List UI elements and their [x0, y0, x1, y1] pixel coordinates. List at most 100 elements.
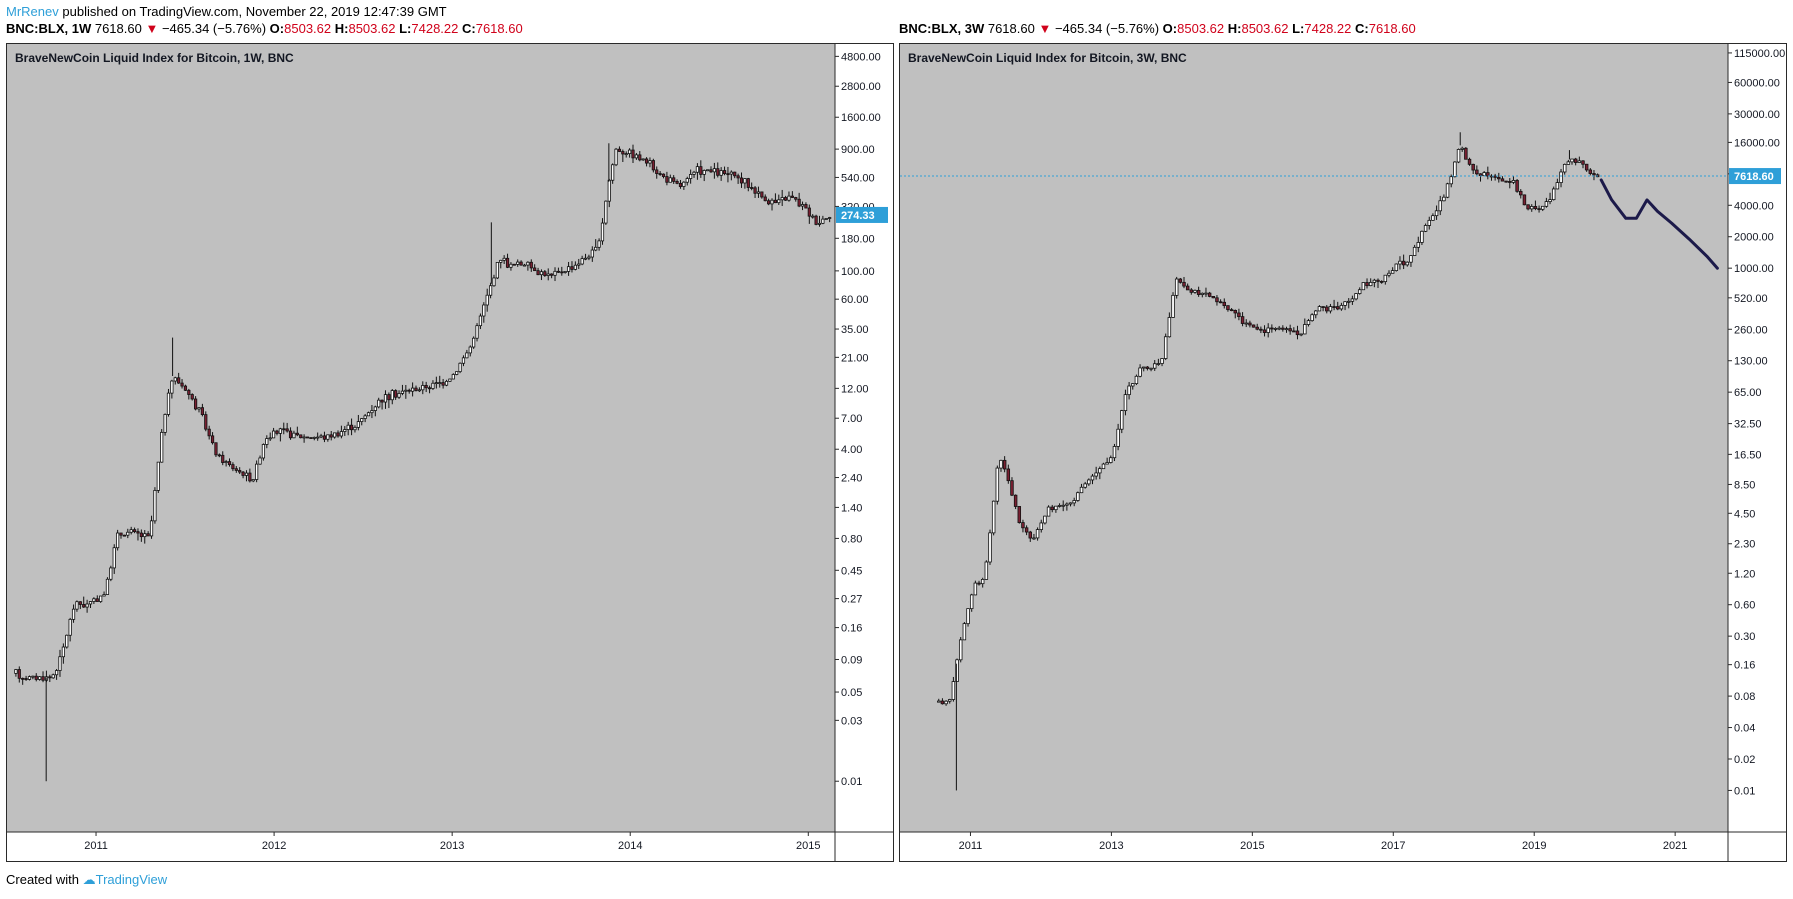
candle-down	[1295, 330, 1300, 336]
candle-down	[1288, 328, 1292, 332]
candle-up	[1350, 298, 1355, 302]
candle-down	[746, 178, 750, 188]
candle-down	[204, 414, 208, 430]
candle-up	[817, 222, 822, 225]
candle-up	[1116, 428, 1120, 447]
candle-down	[275, 430, 279, 434]
plot-area[interactable]	[900, 44, 1728, 832]
y-tick-label: 16.50	[1734, 449, 1762, 461]
low-value: 7428.22	[411, 21, 459, 36]
candle-down	[177, 377, 181, 384]
candle-up	[1200, 292, 1205, 295]
candle-up	[421, 385, 425, 391]
y-tick-label: 8.50	[1734, 479, 1755, 491]
candle-up	[488, 285, 493, 296]
candle-down	[1028, 531, 1032, 539]
candle-down	[1537, 208, 1541, 211]
candle-down	[227, 461, 232, 466]
candle-up	[743, 178, 747, 184]
candle-up	[1405, 261, 1410, 266]
candle-up	[485, 294, 489, 306]
candle-up	[444, 380, 449, 386]
candle-up	[1079, 486, 1084, 494]
y-tick-label: 2000.00	[1734, 232, 1774, 244]
candle-down	[543, 271, 547, 276]
candle-up	[648, 160, 652, 164]
candle-up	[1398, 260, 1402, 265]
candle-down	[760, 191, 764, 198]
chart-svg-weekly[interactable]: BraveNewCoin Liquid Index for Bitcoin, 1…	[7, 44, 893, 861]
candle-up	[339, 431, 344, 437]
candle-down	[1573, 158, 1578, 163]
chart-svg-3week[interactable]: BraveNewCoin Liquid Index for Bitcoin, 3…	[900, 44, 1786, 861]
candle-up	[116, 532, 120, 549]
candle-up	[1043, 515, 1047, 524]
author-link[interactable]: MrRenev	[6, 4, 59, 19]
candle-up	[1445, 183, 1450, 198]
candle-up	[438, 382, 442, 384]
candle-up	[302, 436, 306, 439]
candle-up	[1299, 333, 1303, 336]
candle-up	[434, 382, 438, 384]
candle-up	[1204, 292, 1208, 295]
candle-up	[455, 371, 459, 375]
candle-up	[346, 424, 350, 430]
last-value-label: 274.33	[841, 210, 875, 222]
candle-up	[492, 277, 496, 287]
candle-down	[139, 532, 143, 538]
candle-up	[1361, 282, 1366, 291]
candle-up	[400, 390, 405, 394]
y-tick-label: 16000.00	[1734, 137, 1780, 149]
candle-up	[244, 472, 249, 476]
y-tick-label: 1.40	[841, 502, 862, 514]
chart-panel-weekly[interactable]: BraveNewCoin Liquid Index for Bitcoin, 1…	[6, 43, 894, 862]
candle-up	[1548, 199, 1552, 202]
candles	[14, 143, 832, 782]
candle-up	[614, 148, 618, 166]
candle-up	[1076, 492, 1080, 501]
candle-up	[343, 429, 347, 432]
candle-up	[509, 263, 513, 268]
candle-down	[1592, 173, 1596, 176]
y-tick-label: 4000.00	[1734, 200, 1774, 212]
candle-up	[1068, 502, 1073, 505]
candle-up	[475, 325, 479, 339]
candle-up	[356, 421, 360, 428]
high-value: 8503.62	[348, 21, 396, 36]
projection-drawing[interactable]	[1599, 178, 1719, 270]
candle-down	[1259, 328, 1263, 331]
candle-down	[322, 435, 327, 440]
tradingview-link[interactable]: TradingView	[95, 872, 168, 887]
candle-up	[1562, 163, 1567, 173]
candle-down	[285, 428, 289, 432]
candle-up	[756, 191, 761, 194]
candle-up	[65, 634, 69, 648]
open-value: 8503.62	[1177, 21, 1225, 36]
candle-down	[1526, 204, 1530, 210]
candle-up	[58, 656, 62, 671]
chart-panel-3week[interactable]: BraveNewCoin Liquid Index for Bitcoin, 3…	[899, 43, 1787, 862]
candle-up	[1273, 327, 1278, 330]
candle-up	[1090, 475, 1095, 481]
candle-down	[1515, 180, 1519, 192]
y-tick-label: 0.30	[1734, 631, 1755, 643]
candle-up	[682, 181, 686, 187]
y-tick-label: 4800.00	[841, 51, 881, 63]
candle-down	[380, 399, 384, 403]
candle-up	[991, 500, 996, 534]
candle-up	[594, 246, 598, 251]
candle-up	[61, 646, 65, 658]
plot-area[interactable]	[7, 44, 835, 832]
candle-down	[505, 257, 510, 268]
candle-down	[1478, 173, 1483, 177]
candle-up	[163, 414, 167, 433]
candle-up	[1152, 363, 1157, 369]
candle-down	[550, 273, 554, 276]
candle-down	[1486, 172, 1490, 177]
candle-up	[1416, 242, 1421, 248]
candle-down	[1233, 310, 1237, 314]
candle-up	[944, 700, 948, 705]
candle-down	[146, 533, 150, 537]
candle-up	[1383, 274, 1388, 283]
y-tick-label: 12.00	[841, 383, 869, 395]
